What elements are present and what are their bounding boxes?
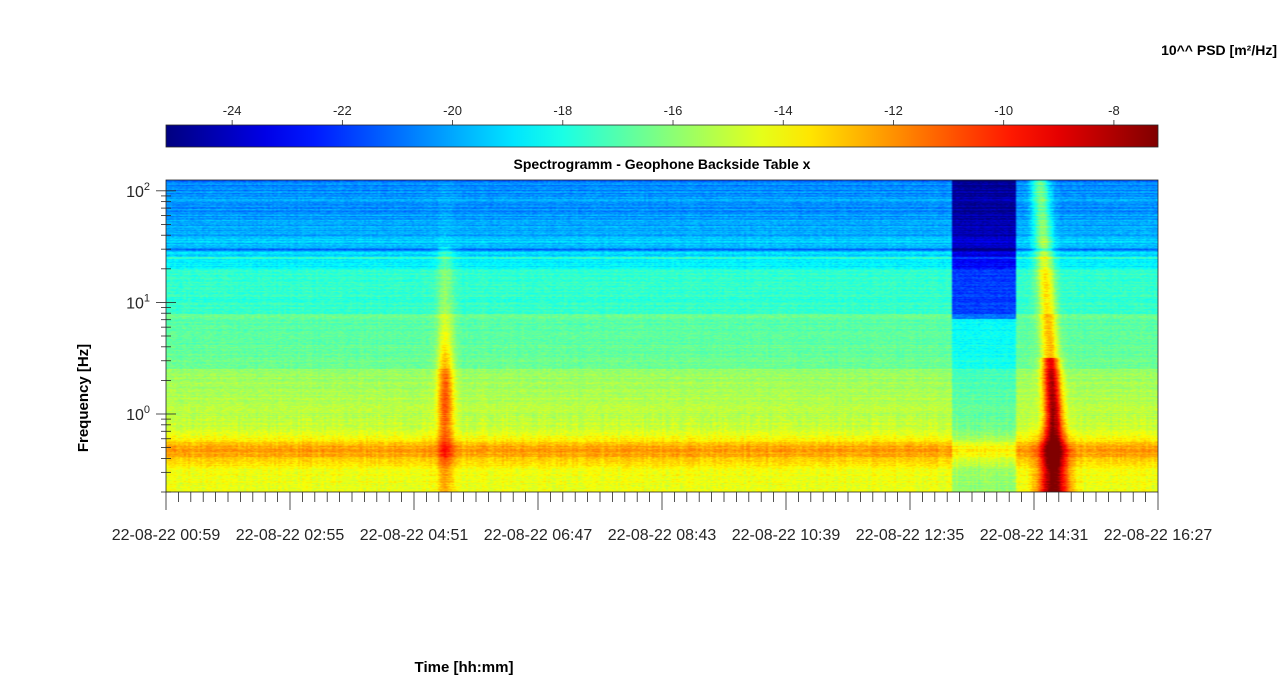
x-tick-label: 22-08-22 10:39	[732, 527, 841, 544]
colorbar-tick-label: -24	[223, 103, 242, 118]
x-axis-label: Time [hh:mm]	[415, 659, 514, 676]
colorbar	[165, 124, 1159, 148]
y-axis: 100 101 102	[126, 181, 176, 493]
x-tick-label: 22-08-22 06:47	[484, 527, 593, 544]
x-axis: 22-08-22 00:59 22-08-22 02:55 22-08-22 04:…	[112, 492, 1213, 544]
colorbar-label: 10^^ PSD [m²/Hz]	[1161, 42, 1277, 58]
x-tick-label: 22-08-22 02:55	[236, 527, 345, 544]
spectrogram-heatmap	[166, 180, 1158, 492]
colorbar-ticks: -24 -22 -20 -18 -16 -14 -12 -10 -8	[223, 103, 1120, 125]
x-tick-label: 22-08-22 00:59	[112, 527, 221, 544]
chart-title: Spectrogramm - Geophone Backside Table x	[514, 156, 811, 172]
colorbar-tick-label: -12	[884, 103, 903, 118]
colorbar-tick-label: -20	[443, 103, 462, 118]
x-tick-label: 22-08-22 12:35	[856, 527, 965, 544]
y-tick-label: 100	[126, 404, 150, 424]
colorbar-tick-label: -10	[994, 103, 1013, 118]
y-tick-label: 102	[126, 181, 150, 201]
colorbar-tick-label: -14	[774, 103, 793, 118]
colorbar-tick-label: -8	[1108, 103, 1120, 118]
x-tick-label: 22-08-22 14:31	[980, 527, 1089, 544]
colorbar-tick-label: -22	[333, 103, 352, 118]
colorbar-tick-label: -18	[553, 103, 572, 118]
x-tick-label: 22-08-22 16:27	[1104, 527, 1213, 544]
y-axis-label: Frequency [Hz]	[75, 344, 92, 452]
x-tick-label: 22-08-22 04:51	[360, 527, 469, 544]
y-tick-label: 101	[126, 292, 150, 312]
x-tick-label: 22-08-22 08:43	[608, 527, 717, 544]
colorbar-tick-label: -16	[664, 103, 683, 118]
